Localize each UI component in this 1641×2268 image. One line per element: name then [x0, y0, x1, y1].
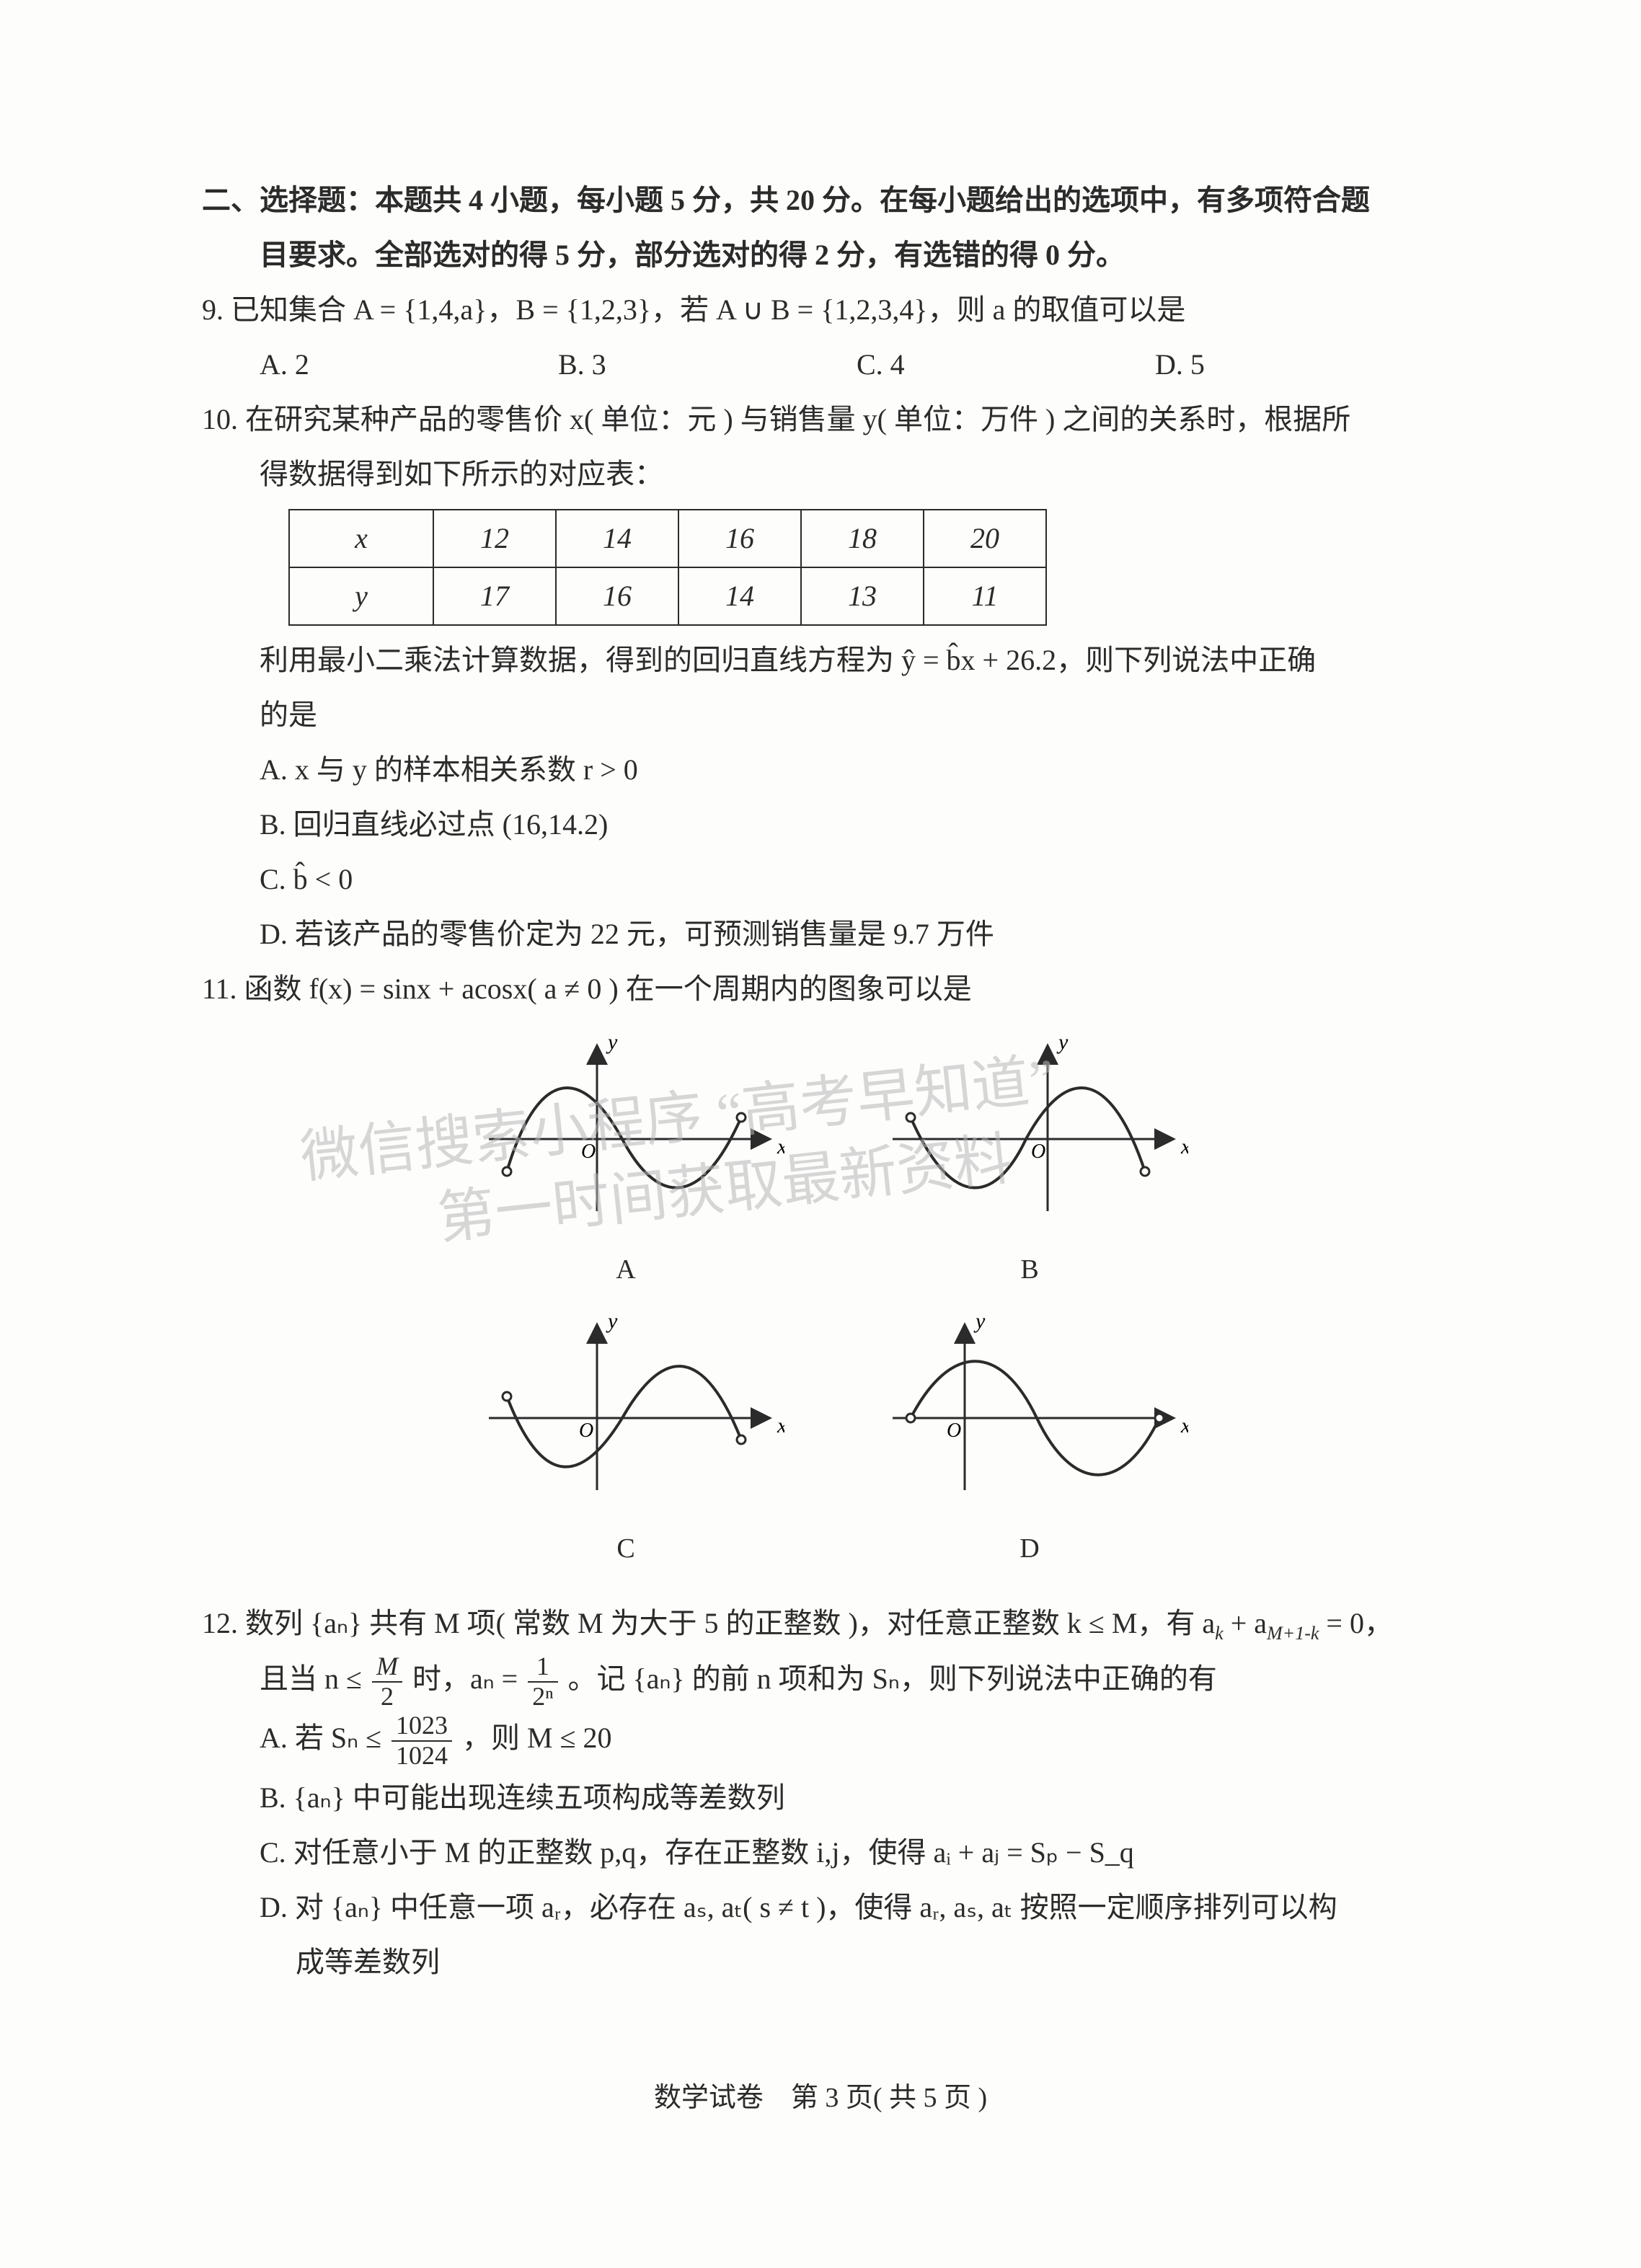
table-cell: 16 [556, 567, 678, 625]
q9-opt-d: D. 5 [1155, 337, 1454, 392]
q12-opt-c: C. 对任意小于 M 的正整数 p,q，存在正整数 i,j，使得 aᵢ + aⱼ… [202, 1825, 1454, 1880]
axis-x-label: x [1180, 1135, 1188, 1159]
table-row: x 12 14 16 18 20 [289, 510, 1046, 567]
q11: 11. 函数 f(x) = sinx + acosx( a ≠ 0 ) 在一个周… [202, 962, 1454, 1574]
q10: 10. 在研究某种产品的零售价 x( 单位：元 ) 与销售量 y( 单位：万件 … [202, 392, 1454, 962]
chart-a-label: A [467, 1244, 784, 1295]
origin-label: O [581, 1140, 596, 1163]
table-cell: 16 [678, 510, 801, 567]
q11-charts-row2: x y O C x [202, 1310, 1454, 1574]
q10-opt-b: B. 回归直线必过点 (16,14.2) [202, 797, 1454, 852]
q10-stem-l3: 利用最小二乘法计算数据，得到的回归直线方程为 ŷ = b̂x + 26.2，则下… [202, 633, 1454, 688]
table-row: y 17 16 14 13 11 [289, 567, 1046, 625]
chart-c-label: C [467, 1523, 784, 1574]
table-cell: 20 [924, 510, 1046, 567]
axis-y-label: y [973, 1310, 986, 1333]
fraction-m-over-2: M2 [372, 1652, 402, 1711]
q12-number: 12. [202, 1607, 238, 1639]
exam-page: 二、选择题：本题共 4 小题，每小题 5 分，共 20 分。在每小题给出的选项中… [0, 0, 1641, 2268]
page-footer: 数学试卷 第 3 页( 共 5 页 ) [0, 2072, 1641, 2124]
origin-label: O [579, 1419, 593, 1442]
table-cell: 14 [678, 567, 801, 625]
origin-label: O [1031, 1140, 1045, 1163]
section-heading-line1: 二、选择题：本题共 4 小题，每小题 5 分，共 20 分。在每小题给出的选项中… [202, 173, 1454, 228]
q10-number: 10. [202, 403, 238, 435]
q12-stem-l2: 且当 n ≤ M2 时，aₙ = 12ⁿ 。记 {aₙ} 的前 n 项和为 Sₙ… [202, 1652, 1454, 1711]
q10-stem-l4: 的是 [202, 688, 1454, 743]
q12-stem-l1: 12. 数列 {aₙ} 共有 M 项( 常数 M 为大于 5 的正整数 )，对任… [202, 1596, 1454, 1651]
q12-opt-a: A. 若 Sₙ ≤ 10231024 ，则 M ≤ 20 [202, 1711, 1454, 1770]
q11-chart-a: x y O A [467, 1031, 784, 1295]
fraction-1023-1024: 10231024 [392, 1711, 452, 1770]
q11-chart-b: x y O B [871, 1031, 1188, 1295]
q9-opt-b: B. 3 [558, 337, 857, 392]
q12-opt-d-l1: D. 对 {aₙ} 中任意一项 aᵣ，必存在 aₛ, aₜ( s ≠ t )，使… [202, 1880, 1454, 1935]
axis-y-label: y [606, 1031, 618, 1054]
section-heading-line2: 目要求。全部选对的得 5 分，部分选对的得 2 分，有选错的得 0 分。 [202, 228, 1454, 283]
q10-opt-c: C. b̂ < 0 [202, 852, 1454, 907]
q10-stem-l1: 在研究某种产品的零售价 x( 单位：元 ) 与销售量 y( 单位：万件 ) 之间… [245, 403, 1350, 435]
q9-stem: 已知集合 A = {1,4,a}，B = {1,2,3}，若 A ∪ B = {… [231, 293, 1185, 326]
chart-b-svg: x y O [871, 1031, 1188, 1218]
q12: 12. 数列 {aₙ} 共有 M 项( 常数 M 为大于 5 的正整数 )，对任… [202, 1596, 1454, 1989]
axis-x-label: x [777, 1135, 784, 1159]
chart-c-svg: x y O [467, 1310, 784, 1497]
q10-stem-l2: 得数据得到如下所示的对应表： [202, 447, 1454, 502]
footer-subject: 数学试卷 [654, 2083, 764, 2113]
fraction-1-over-2n: 12ⁿ [528, 1652, 557, 1711]
q11-charts-row1: x y O A x [202, 1031, 1454, 1295]
table-cell: 17 [433, 567, 556, 625]
q10-opt-a: A. x 与 y 的样本相关系数 r > 0 [202, 743, 1454, 797]
q12-opt-d-l2: 成等差数列 [202, 1935, 1454, 1990]
chart-d-label: D [871, 1523, 1188, 1574]
q9-opt-a: A. 2 [260, 337, 558, 392]
axis-x-label: x [1180, 1414, 1188, 1438]
table-cell: 14 [556, 510, 678, 567]
table-cell: 13 [801, 567, 924, 625]
table-header-x: x [289, 510, 433, 567]
q11-stem: 函数 f(x) = sinx + acosx( a ≠ 0 ) 在一个周期内的图… [244, 973, 972, 1005]
chart-a-svg: x y O [467, 1031, 784, 1218]
table-cell: 11 [924, 567, 1046, 625]
q11-number: 11. [202, 973, 237, 1005]
table-cell: 18 [801, 510, 924, 567]
axis-y-label: y [606, 1310, 618, 1333]
q10-table: x 12 14 16 18 20 y 17 16 14 13 11 [288, 509, 1047, 626]
q11-chart-c: x y O C [467, 1310, 784, 1574]
q9-options: A. 2 B. 3 C. 4 D. 5 [202, 337, 1454, 392]
axis-y-label: y [1056, 1031, 1069, 1054]
q9-opt-c: C. 4 [857, 337, 1155, 392]
chart-d-svg: x y O [871, 1310, 1188, 1497]
footer-page: 第 3 页( 共 5 页 ) [791, 2083, 987, 2113]
axis-x-label: x [777, 1414, 784, 1438]
chart-b-label: B [871, 1244, 1188, 1295]
q9-number: 9. [202, 293, 224, 326]
q12-opt-b: B. {aₙ} 中可能出现连续五项构成等差数列 [202, 1771, 1454, 1825]
q11-chart-d: x y O D [871, 1310, 1188, 1574]
q9: 9. 已知集合 A = {1,4,a}，B = {1,2,3}，若 A ∪ B … [202, 283, 1454, 392]
table-header-y: y [289, 567, 433, 625]
origin-label: O [947, 1419, 961, 1442]
table-cell: 12 [433, 510, 556, 567]
q10-opt-d: D. 若该产品的零售价定为 22 元，可预测销售量是 9.7 万件 [202, 907, 1454, 962]
